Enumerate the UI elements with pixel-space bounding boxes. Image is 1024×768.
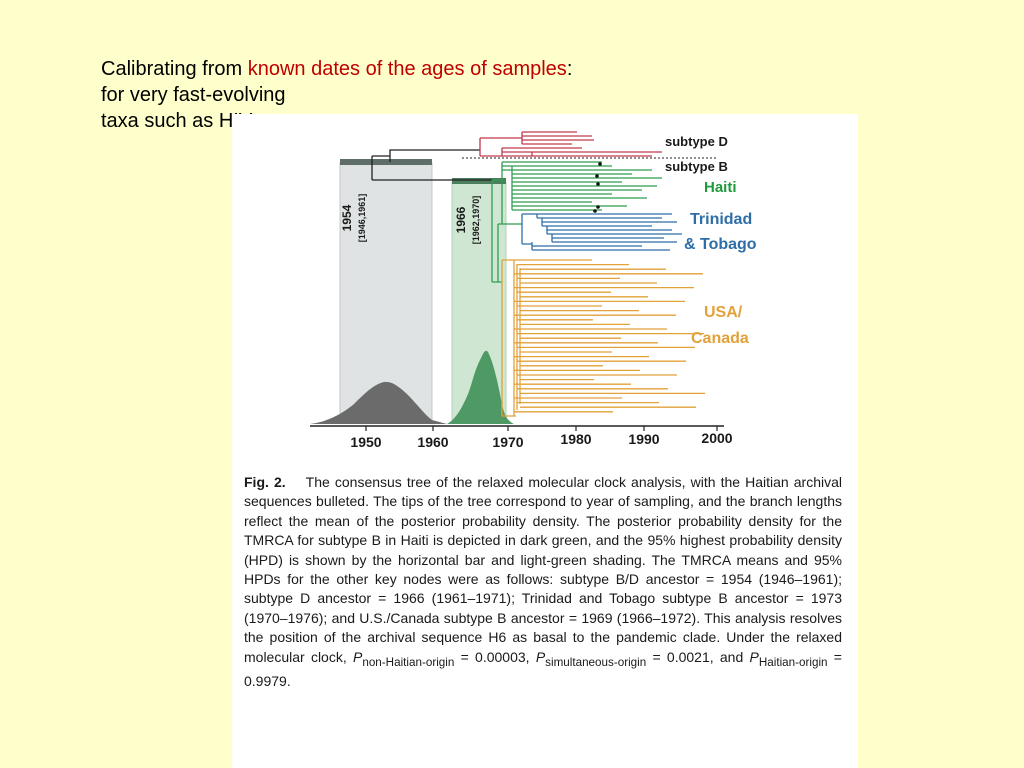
density-haiti-tmrca	[447, 350, 514, 424]
caption-p3-symbol: P	[749, 648, 759, 665]
node-date-1954: 1954 [1946,1961]	[340, 194, 367, 243]
archival-bullet	[598, 162, 602, 166]
clade-label-trinidad-2: & Tobago	[684, 236, 757, 253]
hpd-bar-1954	[340, 159, 432, 165]
heading-line-1: Calibrating from known dates of the ages…	[101, 56, 572, 82]
tick-label-1990: 1990	[628, 431, 659, 447]
hpd-bar-1966	[452, 178, 506, 184]
tick-label-1960: 1960	[417, 434, 448, 450]
caption-p1-symbol: P	[353, 648, 363, 665]
slide-heading: Calibrating from known dates of the ages…	[101, 56, 572, 134]
archival-bullet	[596, 182, 600, 186]
caption-p2-value: = 0.0021, and	[646, 648, 750, 665]
node-date-1966-interval: [1962,1970]	[471, 196, 481, 245]
node-date-1966-year: 1966	[454, 206, 468, 233]
heading-line1-prefix: Calibrating from	[101, 58, 248, 80]
caption-text: The consensus tree of the relaxed molecu…	[244, 474, 842, 665]
tree-branches	[479, 131, 705, 417]
caption-p3-value: = 0.9979.	[244, 648, 842, 689]
node-date-1966: 1966 [1962,1970]	[454, 196, 481, 245]
archival-bullet	[593, 209, 597, 213]
caption-p1-subscript: non-Haitian-origin	[362, 655, 455, 669]
node-date-1954-interval: [1946,1961]	[357, 194, 367, 243]
heading-line1-suffix: :	[566, 58, 573, 80]
node-date-1954-year: 1954	[340, 204, 354, 231]
clade-label-usa: USA/	[704, 304, 743, 321]
trinidad-branches	[521, 213, 682, 251]
tree-root-branches	[371, 149, 492, 181]
caption-p2-subscript: simultaneous-origin	[545, 655, 647, 669]
heading-line-3: taxa such as HIV	[101, 110, 253, 132]
density-bd-ancestor	[310, 381, 447, 424]
tick-label-1970: 1970	[492, 434, 523, 450]
subtype-d-branches	[479, 131, 662, 157]
clade-label-subtype-b: subtype B	[665, 159, 728, 174]
clade-label-canada: Canada	[691, 330, 749, 347]
clade-label-subtype-d: subtype D	[665, 134, 728, 149]
clade-label-haiti: Haiti	[704, 179, 737, 196]
tick-label-2000: 2000	[701, 430, 732, 446]
tick-label-1980: 1980	[560, 431, 591, 447]
caption-p2-symbol: P	[535, 648, 546, 665]
figure-caption: Fig. 2. The consensus tree of the relaxe…	[244, 473, 842, 691]
archival-bullets	[593, 162, 602, 213]
archival-bullet	[595, 174, 599, 178]
archival-bullet	[596, 205, 600, 209]
figure-panel: 1950 1960 1970 1980 1990 2000 1954 [1946…	[232, 114, 858, 768]
caption-label: Fig. 2.	[244, 474, 286, 490]
heading-line-2: for very fast-evolving	[101, 84, 286, 106]
heading-highlight: known dates of the ages of samples	[247, 58, 567, 80]
hpd-band-1954	[340, 162, 432, 424]
phylogeny-figure: 1950 1960 1970 1980 1990 2000 1954 [1946…	[310, 131, 757, 450]
caption-p3-subscript: Haitian-origin	[758, 655, 828, 669]
caption-p1-value: = 0.00003,	[454, 648, 536, 665]
haiti-branches	[491, 161, 662, 283]
clade-label-trinidad-1: Trinidad	[690, 211, 752, 228]
usa-canada-branches	[501, 259, 705, 417]
tick-label-1950: 1950	[350, 434, 381, 450]
